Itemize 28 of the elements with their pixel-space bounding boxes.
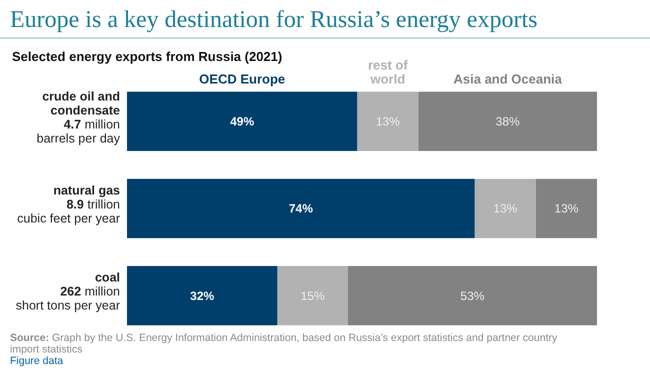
bar [474,178,536,238]
series-label: OECD Europe [199,72,286,87]
bar [127,178,475,238]
data-label: 13% [554,202,579,216]
bar [418,92,597,151]
annotation: Source: Graph by the U.S. Energy Information Administration, based on Russia’s export statistics and partner country import statistics [10,332,558,356]
y-tick-label: crude oil and condensate 4.7 million barrels per day [36,89,121,146]
data-label: 32% [190,288,215,303]
bar [127,266,278,326]
data-label: 13% [493,202,518,216]
data-label: 15% [300,288,325,303]
y-tick-label: natural gas 8.9 trillion cubic feet per year [17,184,120,226]
data-label: 38% [496,114,520,129]
text: Figure data [10,355,64,367]
bar [277,266,348,326]
bar [536,178,597,238]
data-label: 49% [230,114,254,129]
chart-subtitle: Selected energy exports from Russia (2021) [12,49,282,64]
y-tick-label: coal 262 million short tons per year [16,270,120,313]
series-label: Asia and Oceania [454,72,563,87]
data-label: 53% [460,288,485,303]
series-label: rest of world [368,58,408,87]
chart-title: Europe is a key destination for Russia’s energy exports [10,7,538,33]
bar [357,92,418,151]
bar [127,92,358,151]
data-label: 13% [376,114,400,129]
bar [348,266,597,326]
data-label: 74% [288,202,314,216]
